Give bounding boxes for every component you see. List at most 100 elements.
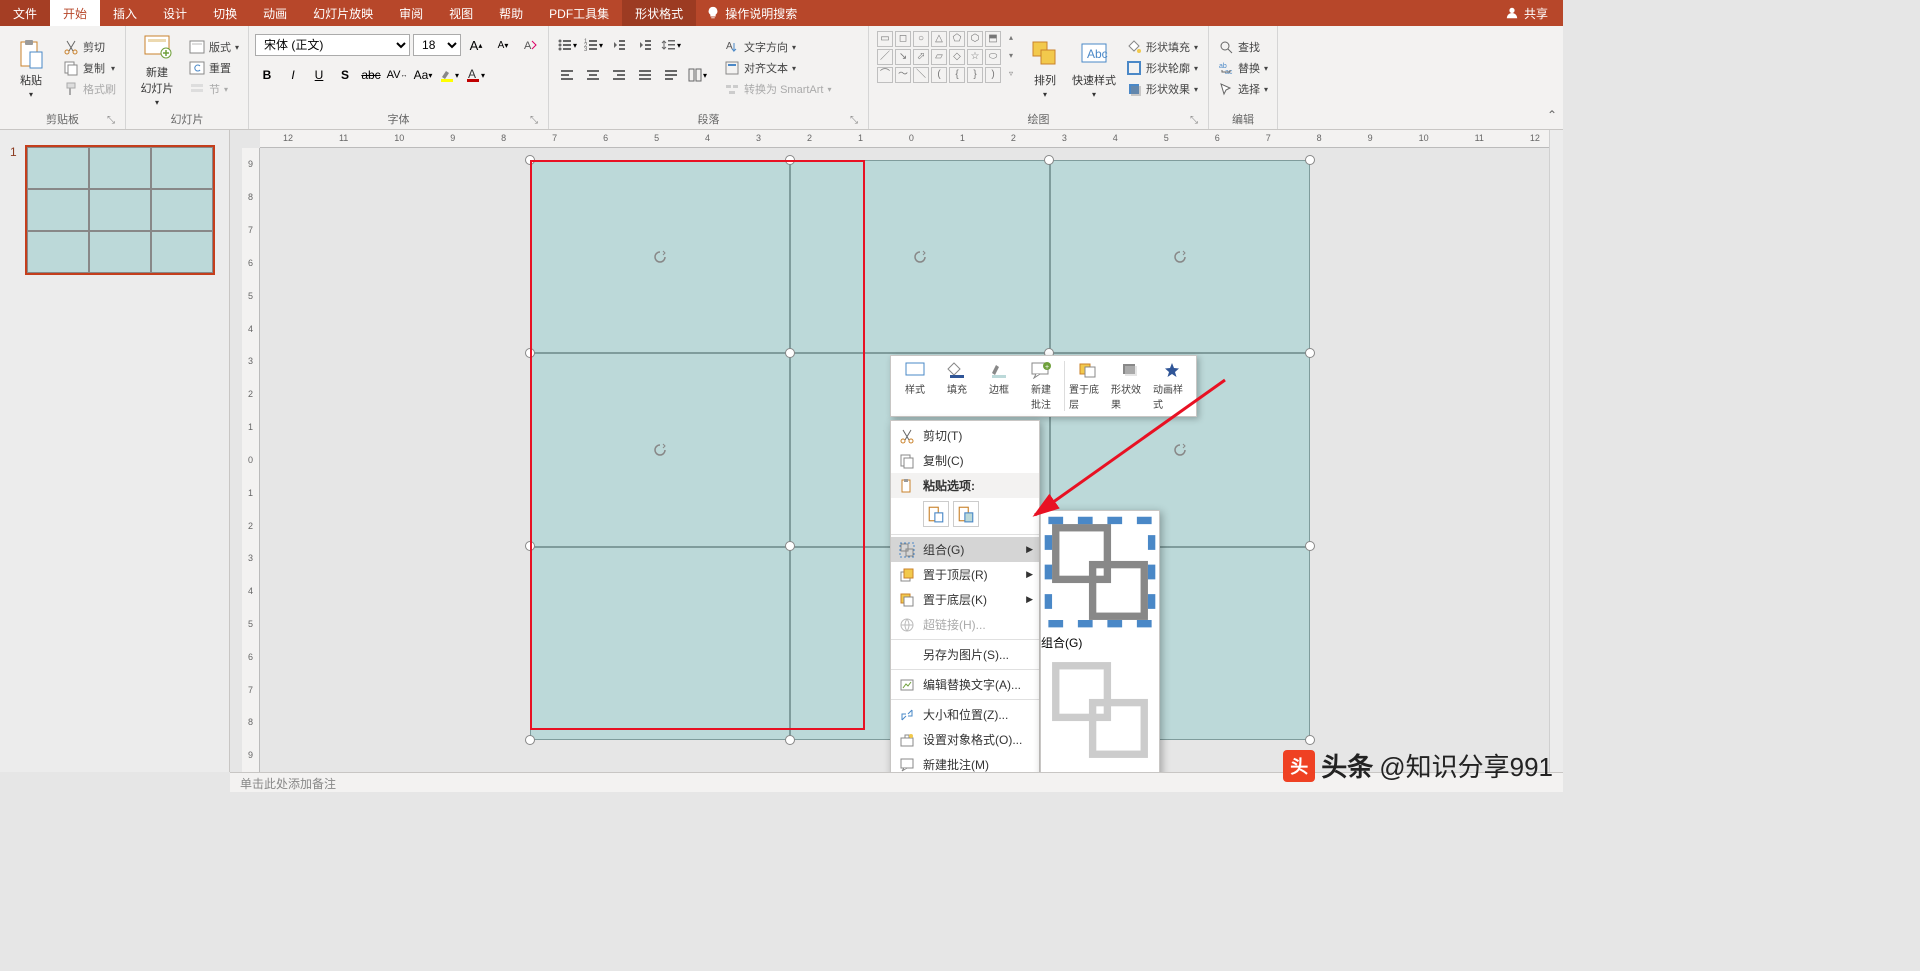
tab-animations[interactable]: 动画 bbox=[250, 0, 300, 26]
smartart-button[interactable]: 转换为 SmartArt▾ bbox=[721, 80, 834, 98]
slide-editor[interactable]: 1211109876543210123456789101112 98765432… bbox=[230, 130, 1563, 772]
shape-cell[interactable] bbox=[530, 353, 790, 546]
highlight-button[interactable]: ▾ bbox=[437, 63, 461, 87]
mini-comment-button[interactable]: +新建 批注 bbox=[1020, 359, 1062, 413]
rotate-handle-icon[interactable] bbox=[652, 249, 668, 265]
tab-view[interactable]: 视图 bbox=[436, 0, 486, 26]
resize-handle[interactable] bbox=[785, 155, 795, 165]
clear-format-button[interactable]: A bbox=[518, 33, 542, 57]
tab-file[interactable]: 文件 bbox=[0, 0, 50, 26]
layout-button[interactable]: 版式▾ bbox=[186, 38, 242, 56]
ctx-new-comment[interactable]: 新建批注(M) bbox=[891, 752, 1039, 772]
resize-handle[interactable] bbox=[785, 541, 795, 551]
shape-outline-button[interactable]: 形状轮廓▾ bbox=[1123, 59, 1201, 77]
decrease-font-button[interactable]: A▾ bbox=[491, 33, 515, 57]
tell-me-search[interactable]: 操作说明搜索 bbox=[696, 0, 807, 26]
font-launcher[interactable]: ⤡ bbox=[528, 115, 540, 127]
ctx-send-back[interactable]: 置于底层(K)▶ bbox=[891, 587, 1039, 612]
rotate-handle-icon[interactable] bbox=[1172, 249, 1188, 265]
para-launcher[interactable]: ⤡ bbox=[848, 115, 860, 127]
numbering-button[interactable]: 123▾ bbox=[581, 33, 605, 57]
tab-transitions[interactable]: 切换 bbox=[200, 0, 250, 26]
thumbnail-pane[interactable]: 1 bbox=[0, 130, 230, 772]
ctx-hyperlink[interactable]: 超链接(H)... bbox=[891, 612, 1039, 637]
ctx-copy[interactable]: 复制(C) bbox=[891, 448, 1039, 473]
shape-gallery[interactable]: ▭◻○△⬠⬡⬒▴ ／↘⬀▱◇☆⬭▾ ⌒～＼({})▿ bbox=[875, 29, 1021, 85]
shape-cell[interactable] bbox=[1050, 160, 1310, 353]
ctx-bring-front[interactable]: 置于顶层(R)▶ bbox=[891, 562, 1039, 587]
format-painter-button[interactable]: 格式刷 bbox=[60, 80, 119, 98]
bullets-button[interactable]: ▾ bbox=[555, 33, 579, 57]
resize-handle[interactable] bbox=[1305, 735, 1315, 745]
change-case-button[interactable]: Aa▾ bbox=[411, 63, 435, 87]
mini-outline-button[interactable]: 边框 bbox=[978, 359, 1020, 413]
mini-style-button[interactable]: 样式 bbox=[894, 359, 936, 413]
paste-option-1[interactable] bbox=[923, 501, 949, 527]
resize-handle[interactable] bbox=[785, 735, 795, 745]
share-button[interactable]: 共享 bbox=[1490, 0, 1563, 26]
font-color-button[interactable]: A▾ bbox=[463, 63, 487, 87]
sub-regroup[interactable]: 重新组合(E) bbox=[1041, 651, 1159, 772]
tab-review[interactable]: 审阅 bbox=[386, 0, 436, 26]
strike-button[interactable]: abc bbox=[359, 63, 383, 87]
tab-shape-format[interactable]: 形状格式 bbox=[622, 0, 696, 26]
tab-slideshow[interactable]: 幻灯片放映 bbox=[300, 0, 386, 26]
resize-handle[interactable] bbox=[525, 735, 535, 745]
copy-button[interactable]: 复制▾ bbox=[60, 59, 119, 77]
rotate-handle-icon[interactable] bbox=[652, 442, 668, 458]
align-left-button[interactable] bbox=[555, 63, 579, 87]
new-slide-button[interactable]: 新建 幻灯片 ▾ bbox=[132, 29, 182, 107]
mini-effects-button[interactable]: 形状效果 bbox=[1109, 359, 1151, 413]
ctx-size-position[interactable]: 大小和位置(Z)... bbox=[891, 702, 1039, 727]
line-spacing-button[interactable]: ▾ bbox=[659, 33, 683, 57]
shape-fill-button[interactable]: 形状填充▾ bbox=[1123, 38, 1201, 56]
ctx-format-object[interactable]: 设置对象格式(O)... bbox=[891, 727, 1039, 752]
align-center-button[interactable] bbox=[581, 63, 605, 87]
columns-button[interactable]: ▾ bbox=[685, 63, 709, 87]
tab-insert[interactable]: 插入 bbox=[100, 0, 150, 26]
quick-style-button[interactable]: Abc 快速样式▾ bbox=[1069, 29, 1119, 107]
bold-button[interactable]: B bbox=[255, 63, 279, 87]
resize-handle[interactable] bbox=[1044, 155, 1054, 165]
reset-button[interactable]: 重置 bbox=[186, 59, 242, 77]
tab-home[interactable]: 开始 bbox=[50, 0, 100, 26]
clipboard-launcher[interactable]: ⤡ bbox=[105, 115, 117, 127]
ctx-group[interactable]: 组合(G)▶ bbox=[891, 537, 1039, 562]
ctx-save-as-picture[interactable]: 另存为图片(S)... bbox=[891, 642, 1039, 667]
resize-handle[interactable] bbox=[525, 541, 535, 551]
resize-handle[interactable] bbox=[1305, 541, 1315, 551]
shape-cell[interactable] bbox=[530, 160, 790, 353]
increase-font-button[interactable]: A▴ bbox=[464, 33, 488, 57]
select-button[interactable]: 选择▾ bbox=[1215, 80, 1271, 98]
paste-option-2[interactable] bbox=[953, 501, 979, 527]
resize-handle[interactable] bbox=[1305, 348, 1315, 358]
distribute-button[interactable] bbox=[659, 63, 683, 87]
vertical-scrollbar[interactable] bbox=[1549, 130, 1563, 772]
mini-fill-button[interactable]: 填充 bbox=[936, 359, 978, 413]
shape-cell[interactable] bbox=[790, 160, 1050, 353]
resize-handle[interactable] bbox=[525, 348, 535, 358]
resize-handle[interactable] bbox=[525, 155, 535, 165]
resize-handle[interactable] bbox=[785, 348, 795, 358]
drawing-launcher[interactable]: ⤡ bbox=[1188, 115, 1200, 127]
justify-button[interactable] bbox=[633, 63, 657, 87]
tab-help[interactable]: 帮助 bbox=[486, 0, 536, 26]
tab-pdf[interactable]: PDF工具集 bbox=[536, 0, 622, 26]
mini-send-back-button[interactable]: 置于底层 bbox=[1067, 359, 1109, 413]
collapse-ribbon-button[interactable]: ⌃ bbox=[1543, 108, 1561, 126]
rotate-handle-icon[interactable] bbox=[912, 249, 928, 265]
mini-anim-button[interactable]: 动画样式 bbox=[1151, 359, 1193, 413]
shadow-button[interactable]: S bbox=[333, 63, 357, 87]
section-button[interactable]: 节▾ bbox=[186, 80, 242, 98]
slide-thumbnail-1[interactable]: 1 bbox=[10, 145, 219, 275]
font-name-select[interactable]: 宋体 (正文) bbox=[255, 34, 410, 56]
shape-cell[interactable] bbox=[530, 547, 790, 740]
font-size-select[interactable]: 18 bbox=[413, 34, 461, 56]
find-button[interactable]: 查找 bbox=[1215, 38, 1271, 56]
char-spacing-button[interactable]: AV↔ bbox=[385, 63, 409, 87]
tab-design[interactable]: 设计 bbox=[150, 0, 200, 26]
replace-button[interactable]: abac替换▾ bbox=[1215, 59, 1271, 77]
ctx-cut[interactable]: 剪切(T) bbox=[891, 423, 1039, 448]
cut-button[interactable]: 剪切 bbox=[60, 38, 119, 56]
shape-effects-button[interactable]: 形状效果▾ bbox=[1123, 80, 1201, 98]
